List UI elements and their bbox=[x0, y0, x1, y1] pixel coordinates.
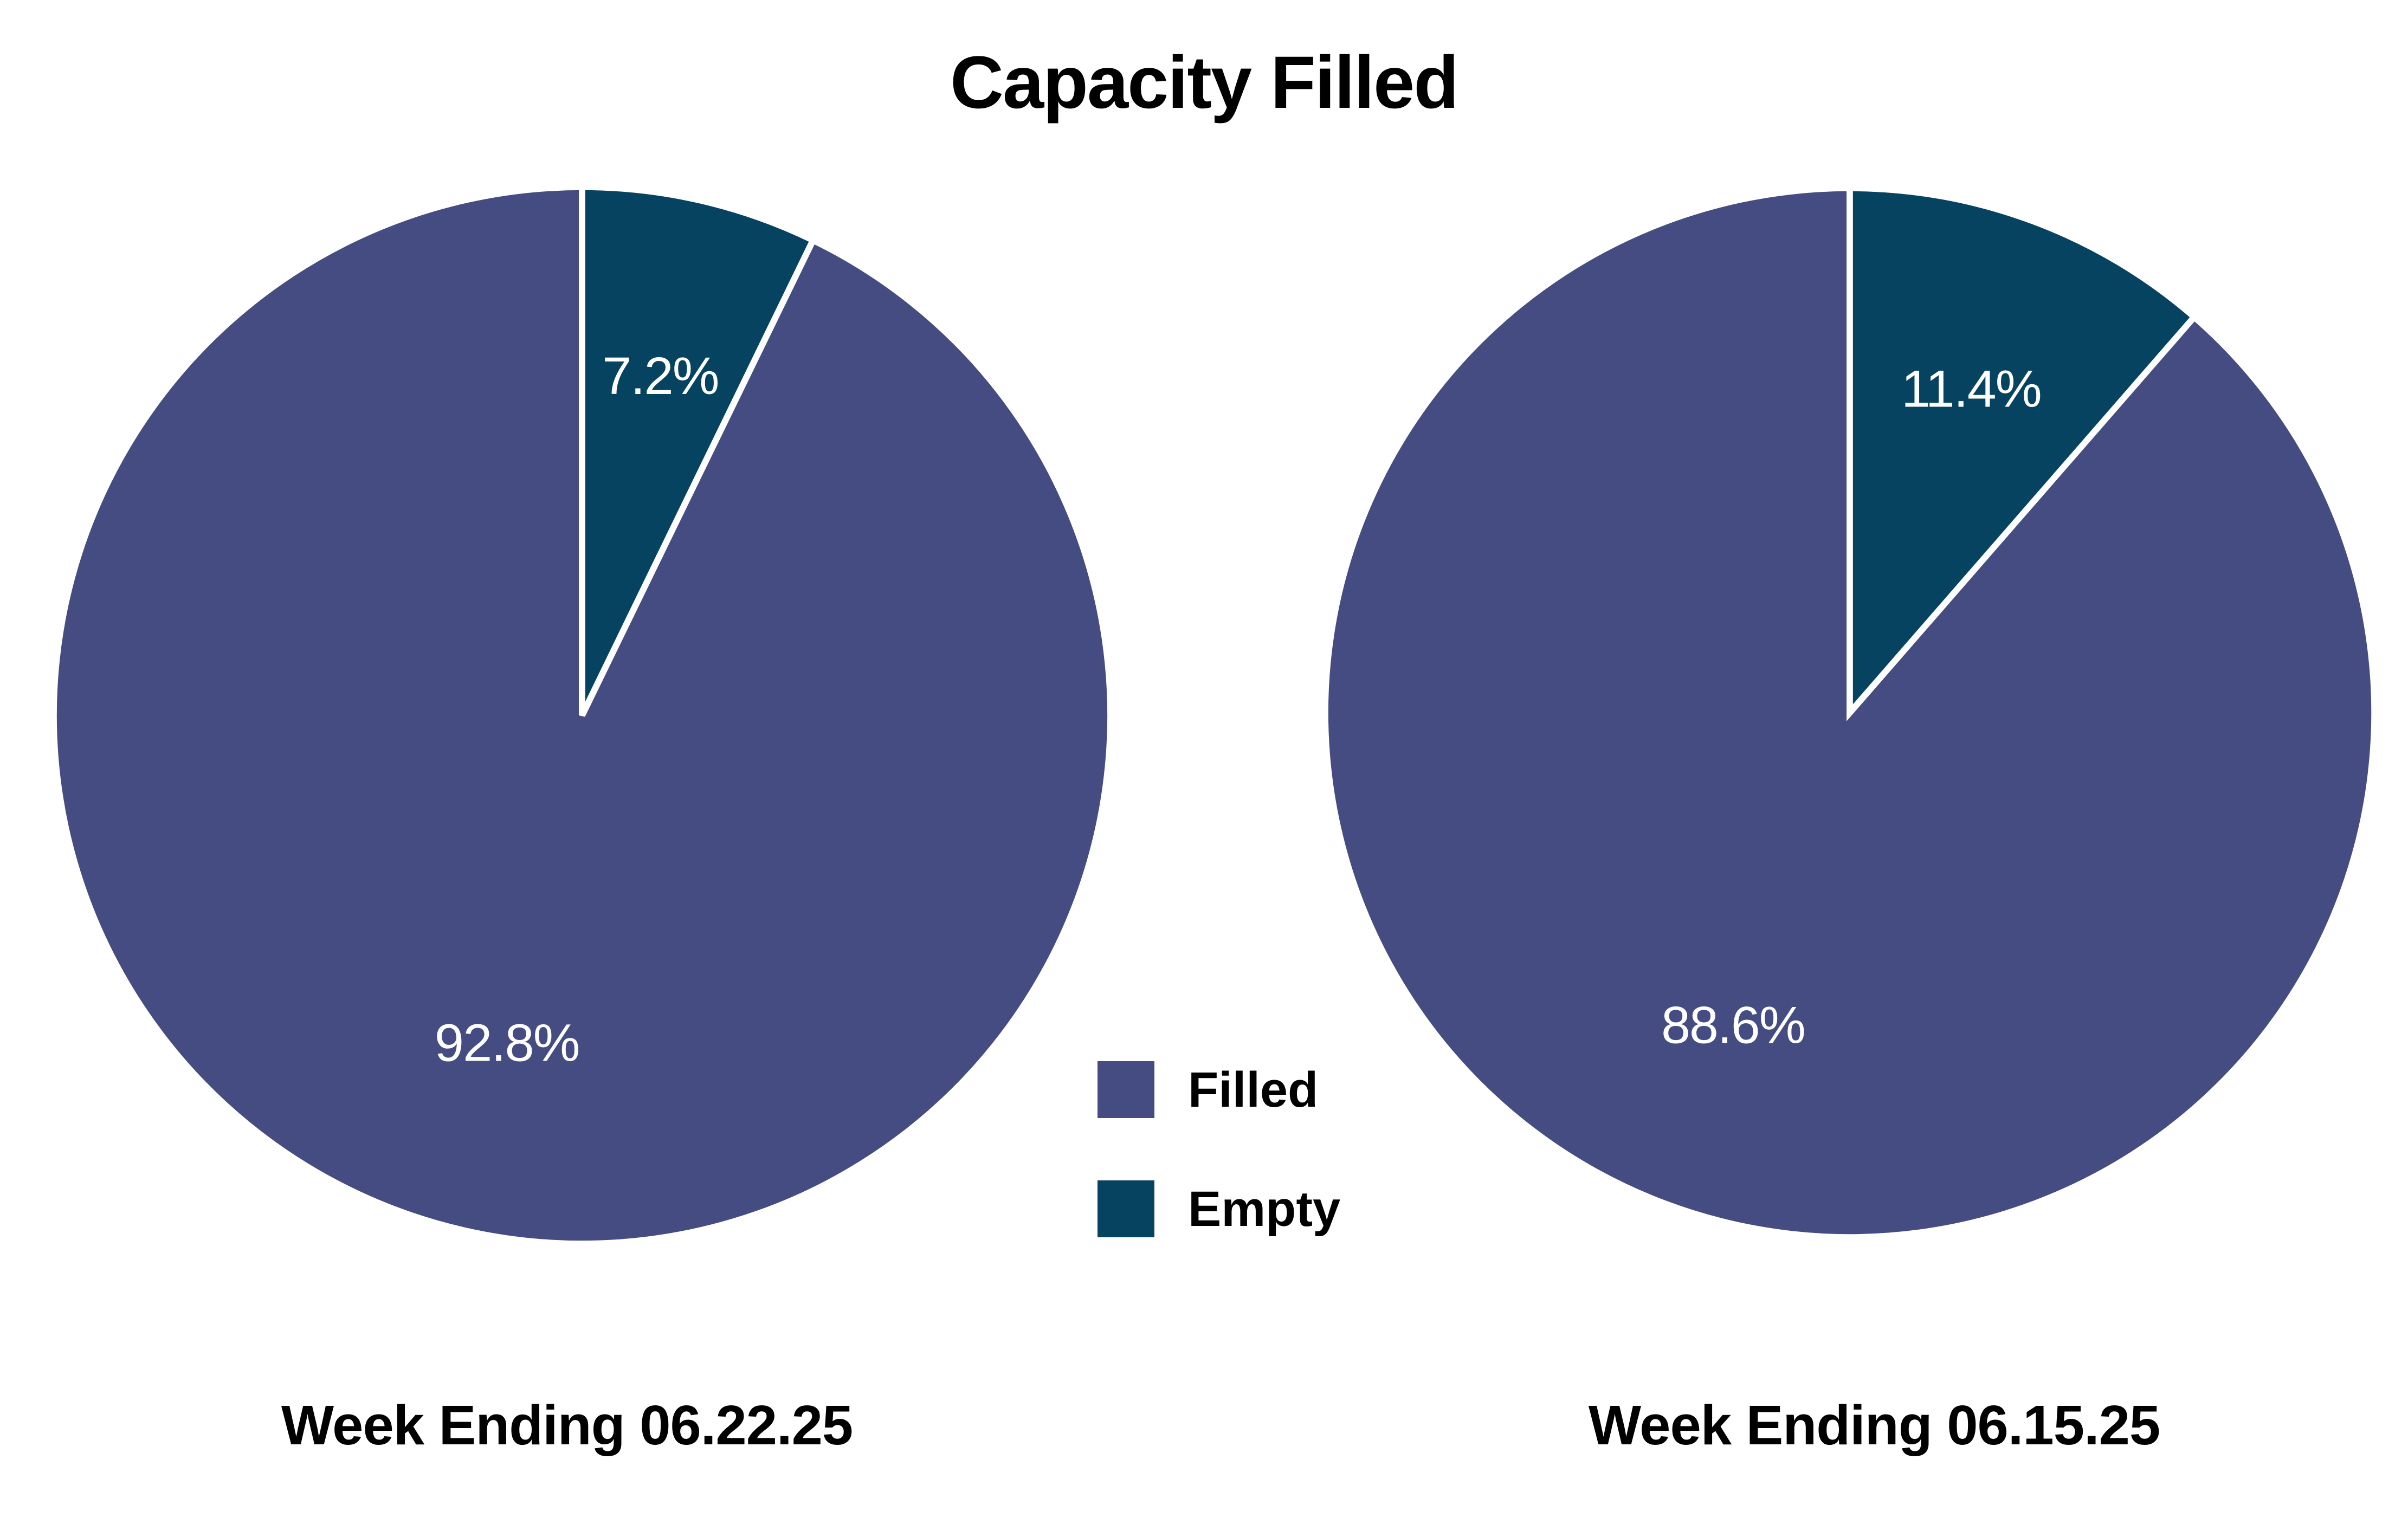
pie-slice-empty bbox=[1847, 185, 2199, 721]
pie-svg-right: 88.6% 11.4% bbox=[1322, 185, 2378, 1241]
page-title: Capacity Filled bbox=[950, 41, 1459, 124]
chart-legend: Filled Empty bbox=[1098, 1061, 1340, 1237]
slice-label-empty: 11.4% bbox=[1901, 359, 2041, 418]
pie-chart-week-ending-06-22-25: 92.8% 7.2% bbox=[50, 184, 1114, 1247]
caption-week-ending-06-15-25: Week Ending 06.15.25 bbox=[1588, 1394, 2160, 1456]
legend-item-empty: Empty bbox=[1098, 1180, 1340, 1237]
legend-label-filled: Filled bbox=[1188, 1062, 1319, 1118]
caption-week-ending-06-22-25: Week Ending 06.22.25 bbox=[281, 1394, 853, 1456]
slice-label-filled: 88.6% bbox=[1661, 996, 1805, 1055]
legend-swatch-empty bbox=[1098, 1180, 1154, 1237]
slice-label-empty: 7.2% bbox=[602, 346, 718, 405]
legend-swatch-filled bbox=[1098, 1061, 1154, 1118]
legend-item-filled: Filled bbox=[1098, 1061, 1340, 1118]
pie-slice-empty bbox=[579, 184, 817, 717]
pie-svg-left: 92.8% 7.2% bbox=[50, 184, 1114, 1247]
pie-chart-week-ending-06-15-25: 88.6% 11.4% bbox=[1322, 185, 2378, 1241]
slice-label-filled: 92.8% bbox=[435, 1013, 579, 1072]
legend-label-empty: Empty bbox=[1188, 1181, 1341, 1237]
